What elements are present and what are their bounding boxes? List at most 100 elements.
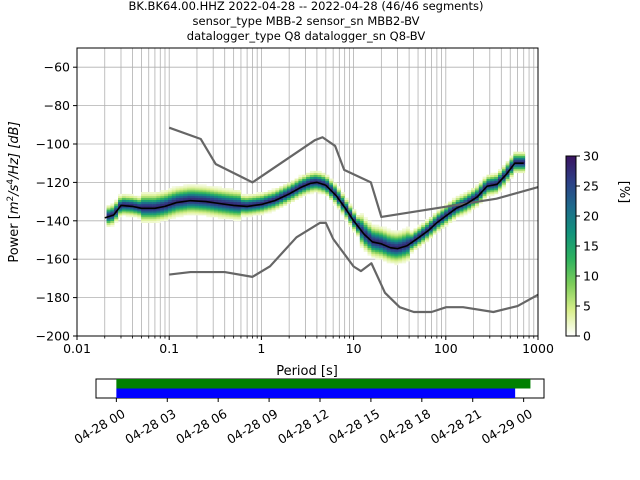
heatmap-cell xyxy=(217,215,222,218)
heatmap-cell xyxy=(382,228,387,231)
heatmap-cell xyxy=(517,157,522,160)
heatmap-cell xyxy=(379,240,384,243)
heatmap-cell xyxy=(501,168,506,172)
heatmap-cell xyxy=(371,234,376,237)
heatmap-cell xyxy=(152,195,157,199)
heatmap-cell xyxy=(156,203,161,206)
heatmap-cell xyxy=(190,192,196,195)
heatmap-cell xyxy=(290,199,295,202)
heatmap-cell xyxy=(248,209,253,212)
heatmap-cell xyxy=(425,240,430,243)
heatmap-cell xyxy=(497,174,503,177)
heatmap-cell xyxy=(329,182,334,185)
heatmap-cell xyxy=(490,188,495,191)
heatmap-cell xyxy=(125,199,130,202)
heatmap-cell xyxy=(275,199,280,202)
heatmap-cell xyxy=(306,180,311,183)
heatmap-cell xyxy=(332,197,338,200)
heatmap-cell xyxy=(309,180,315,183)
heatmap-cell xyxy=(164,199,169,202)
heatmap-cell xyxy=(144,211,150,214)
heatmap-cell xyxy=(118,209,123,212)
heatmap-cell xyxy=(141,216,146,220)
heatmap-cell xyxy=(152,209,157,212)
heatmap-cell xyxy=(198,193,203,197)
x-tick-label: 10 xyxy=(346,341,362,356)
heatmap-cell xyxy=(459,215,464,218)
heatmap-cell xyxy=(402,241,407,245)
heatmap-cell xyxy=(390,261,395,264)
heatmap-cell xyxy=(348,216,353,220)
heatmap-cell xyxy=(409,238,414,241)
heatmap-cell xyxy=(187,213,192,216)
heatmap-cell xyxy=(125,195,130,199)
heatmap-cell xyxy=(183,195,188,199)
heatmap-cell xyxy=(332,192,338,195)
heatmap-cell xyxy=(114,218,119,222)
heatmap-cell xyxy=(494,180,499,183)
heatmap-cell xyxy=(517,170,522,174)
heatmap-cell xyxy=(440,215,445,218)
heatmap-cell xyxy=(405,234,411,237)
heatmap-cell xyxy=(344,201,349,204)
heatmap-cell xyxy=(110,207,115,210)
heatmap-cell xyxy=(233,211,238,214)
heatmap-cell xyxy=(359,241,364,245)
heatmap-cell xyxy=(148,201,153,204)
heatmap-cell xyxy=(248,197,253,200)
heatmap-cell xyxy=(459,209,464,212)
heatmap-cell xyxy=(179,209,184,212)
heatmap-cell xyxy=(229,216,234,220)
heatmap-cell xyxy=(317,192,322,195)
heatmap-cell xyxy=(221,211,226,214)
heatmap-cell xyxy=(463,192,468,195)
heatmap-cell xyxy=(118,201,123,204)
heatmap-cell xyxy=(455,213,460,216)
heatmap-cell xyxy=(398,241,403,245)
heatmap-cell xyxy=(321,176,326,179)
heatmap-cell xyxy=(367,245,372,248)
heatmap-cell xyxy=(371,253,376,256)
heatmap-cell xyxy=(432,220,437,224)
heatmap-cell xyxy=(206,193,211,197)
heatmap-cell xyxy=(421,241,426,245)
heatmap-cell xyxy=(164,203,169,206)
heatmap-cell xyxy=(286,188,292,191)
heatmap-cell xyxy=(352,222,357,225)
heatmap-cell xyxy=(210,203,215,206)
heatmap-cell xyxy=(129,199,134,202)
heatmap-cell xyxy=(302,176,307,179)
heatmap-cell xyxy=(390,251,395,254)
heatmap-cell xyxy=(379,234,384,237)
heatmap-cell xyxy=(348,220,353,224)
heatmap-cell xyxy=(144,216,150,220)
heatmap-cell xyxy=(271,190,276,193)
heatmap-cell xyxy=(382,234,387,237)
heatmap-cell xyxy=(455,211,460,214)
heatmap-cell xyxy=(513,155,518,158)
heatmap-cell xyxy=(244,203,249,206)
heatmap-cell xyxy=(497,178,503,181)
heatmap-cell xyxy=(405,240,411,243)
heatmap-cell xyxy=(505,174,510,177)
heatmap-cell xyxy=(497,190,503,193)
heatmap-cell xyxy=(141,213,146,216)
heatmap-cell xyxy=(359,218,364,222)
heatmap-cell xyxy=(221,216,226,220)
heatmap-cell xyxy=(329,188,334,191)
heatmap-cell xyxy=(440,222,445,225)
heatmap-cell xyxy=(233,199,238,202)
heatmap-cell xyxy=(133,195,138,199)
heatmap-cell xyxy=(340,201,345,204)
heatmap-cell xyxy=(425,236,430,239)
heatmap-cell xyxy=(286,190,292,193)
heatmap-cell xyxy=(344,203,349,206)
heatmap-cell xyxy=(121,195,127,199)
heatmap-cell xyxy=(505,176,510,179)
heatmap-cell xyxy=(190,197,196,200)
heatmap-cell xyxy=(482,197,487,200)
heatmap-cell xyxy=(237,209,242,212)
heatmap-cell xyxy=(386,249,391,252)
heatmap-cell xyxy=(390,257,395,260)
heatmap-cell xyxy=(183,205,188,208)
